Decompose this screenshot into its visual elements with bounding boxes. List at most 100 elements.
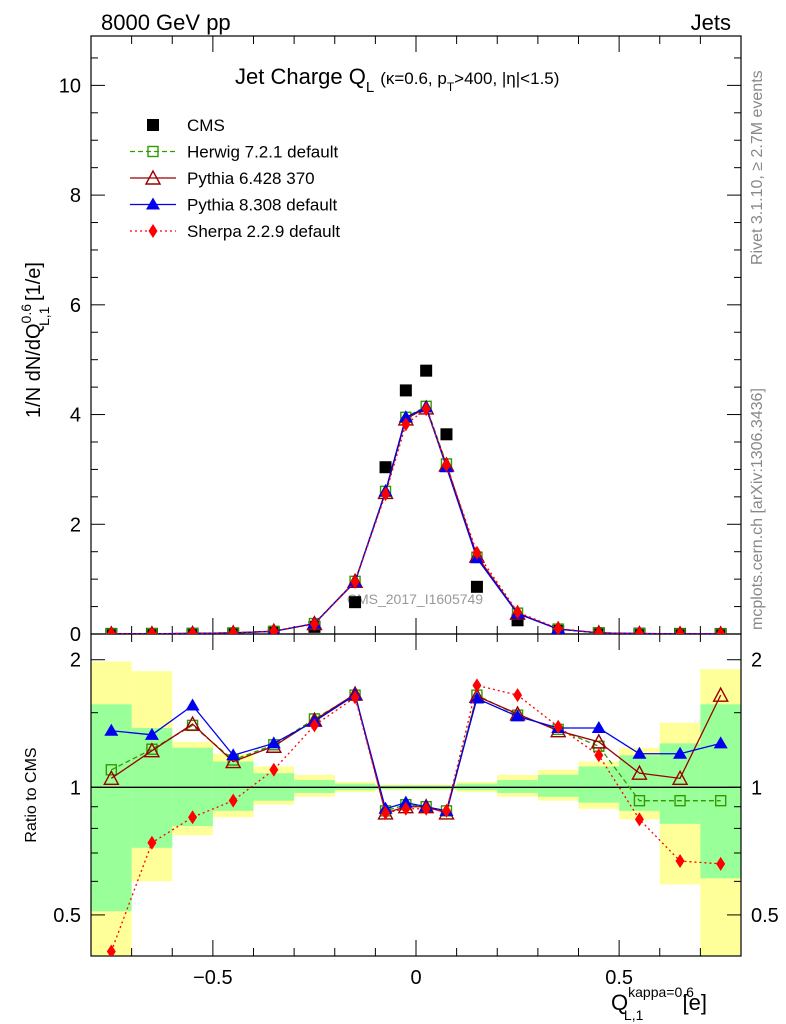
legend-marker xyxy=(147,119,159,131)
data-point xyxy=(675,626,685,634)
data-point xyxy=(106,626,116,634)
ratio-point xyxy=(381,805,391,820)
data-point xyxy=(379,461,392,474)
data-point xyxy=(399,384,412,397)
ratio-point xyxy=(714,794,727,807)
ratio-point xyxy=(716,856,726,871)
ratio-point xyxy=(105,764,118,776)
ratio-point xyxy=(590,733,607,749)
green-band-bin xyxy=(91,704,132,912)
data-point xyxy=(472,545,482,560)
ratio-point xyxy=(675,854,685,869)
y-tick-label: 2 xyxy=(70,514,81,536)
data-point xyxy=(421,402,431,417)
ratio-point xyxy=(472,678,482,693)
ratio-point xyxy=(226,748,241,761)
legend-marker xyxy=(144,169,162,185)
analysis-watermark: CMS_2017_I1605749 xyxy=(347,591,483,607)
green-band-bin xyxy=(294,780,335,793)
ratio-line xyxy=(111,694,721,812)
ratio-line xyxy=(111,694,721,812)
ratio-point xyxy=(225,753,242,769)
axis-ticks: 0 2 4 6 8 10 0.5 0.5 1 1 2 2 −0.5 0 0.5 xyxy=(53,36,779,989)
ratio-point xyxy=(144,727,159,740)
x-tick-label: 0.5 xyxy=(605,967,633,989)
y-tick-label: 6 xyxy=(70,295,81,317)
green-band-bin xyxy=(497,780,538,793)
ratio-point xyxy=(441,803,451,818)
ratio-point xyxy=(631,764,648,780)
ratio-tick-label: 1 xyxy=(751,777,762,799)
y-axis-label-main: 1/N dN/dQ0.6 L,1 [1/e] xyxy=(18,262,52,418)
rivet-version-label: Rivet 3.1.10, ≥ 2.7M events xyxy=(749,70,766,265)
data-point xyxy=(441,458,451,473)
ratio-point xyxy=(147,835,157,850)
ratio-point xyxy=(103,769,120,786)
ratio-point xyxy=(553,719,563,734)
data-point xyxy=(188,626,198,634)
ratio-tick-label: 1 xyxy=(70,777,81,799)
ratio-point xyxy=(673,746,688,759)
legend-marker xyxy=(147,145,159,158)
ratio-point xyxy=(671,769,689,786)
data-point xyxy=(440,428,453,441)
data-point xyxy=(513,605,523,620)
ratio-point xyxy=(143,742,161,758)
y-axis-label-ratio: Ratio to CMS xyxy=(23,747,40,842)
legend-label: Sherpa 2.2.9 default xyxy=(187,222,340,241)
green-band-bin xyxy=(700,704,741,879)
data-point xyxy=(350,574,360,589)
legend-label: Pythia 6.428 370 xyxy=(187,169,315,188)
ratio-point xyxy=(269,762,279,777)
data-point xyxy=(147,626,157,634)
data-point xyxy=(634,626,644,634)
ratio-point xyxy=(634,812,644,827)
legend-label: CMS xyxy=(187,116,225,135)
ratio-point xyxy=(228,793,238,808)
ratio-tick-label: 0.5 xyxy=(751,905,779,927)
data-point xyxy=(398,410,413,423)
data-point xyxy=(716,626,726,634)
mcplots-label: mcplots.cern.ch [arXiv:1306.3436] xyxy=(749,388,766,630)
data-point xyxy=(594,625,604,634)
ratio-series-layer xyxy=(103,678,729,956)
series-line xyxy=(111,408,721,634)
ratio-point xyxy=(591,721,606,734)
ratio-line xyxy=(110,684,721,952)
legend-marker xyxy=(146,197,160,210)
legend-label: Herwig 7.2.1 default xyxy=(187,143,338,162)
ratio-point xyxy=(469,691,484,704)
data-point xyxy=(269,624,279,634)
ratio-point xyxy=(104,723,119,736)
ratio-point xyxy=(713,736,728,749)
ratio-tick-label: 2 xyxy=(70,650,81,672)
energy-label: 8000 GeV pp xyxy=(101,10,231,35)
ratio-point xyxy=(594,748,604,763)
process-label: Jets xyxy=(691,10,731,35)
legend: CMS Herwig 7.2.1 default Pythia 6.428 370 P… xyxy=(130,116,340,241)
data-point xyxy=(349,596,362,609)
ratio-point xyxy=(674,794,686,807)
y-tick-label: 0 xyxy=(70,624,81,646)
x-tick-label: −0.5 xyxy=(193,967,232,989)
ratio-point xyxy=(421,801,431,816)
ratio-point xyxy=(632,746,647,759)
ratio-point xyxy=(513,688,523,703)
ratio-point xyxy=(309,718,319,733)
ratio-point xyxy=(266,736,281,749)
y-tick-label: 4 xyxy=(70,405,81,427)
green-band-bin xyxy=(619,755,660,811)
plot-title: Jet Charge QL (κ=0.6, pT>400, |η|<1.5) xyxy=(235,64,559,96)
data-point xyxy=(553,621,563,634)
ratio-point xyxy=(633,794,646,807)
data-point xyxy=(228,625,238,634)
main-series-layer xyxy=(105,364,727,634)
ratio-point xyxy=(185,698,200,711)
legend-marker xyxy=(148,224,158,238)
data-point xyxy=(381,487,391,502)
legend-label: Pythia 8.308 default xyxy=(187,196,338,215)
ratio-tick-label: 0.5 xyxy=(53,905,81,927)
y-tick-label: 10 xyxy=(59,75,81,97)
green-band-bin xyxy=(578,766,620,803)
